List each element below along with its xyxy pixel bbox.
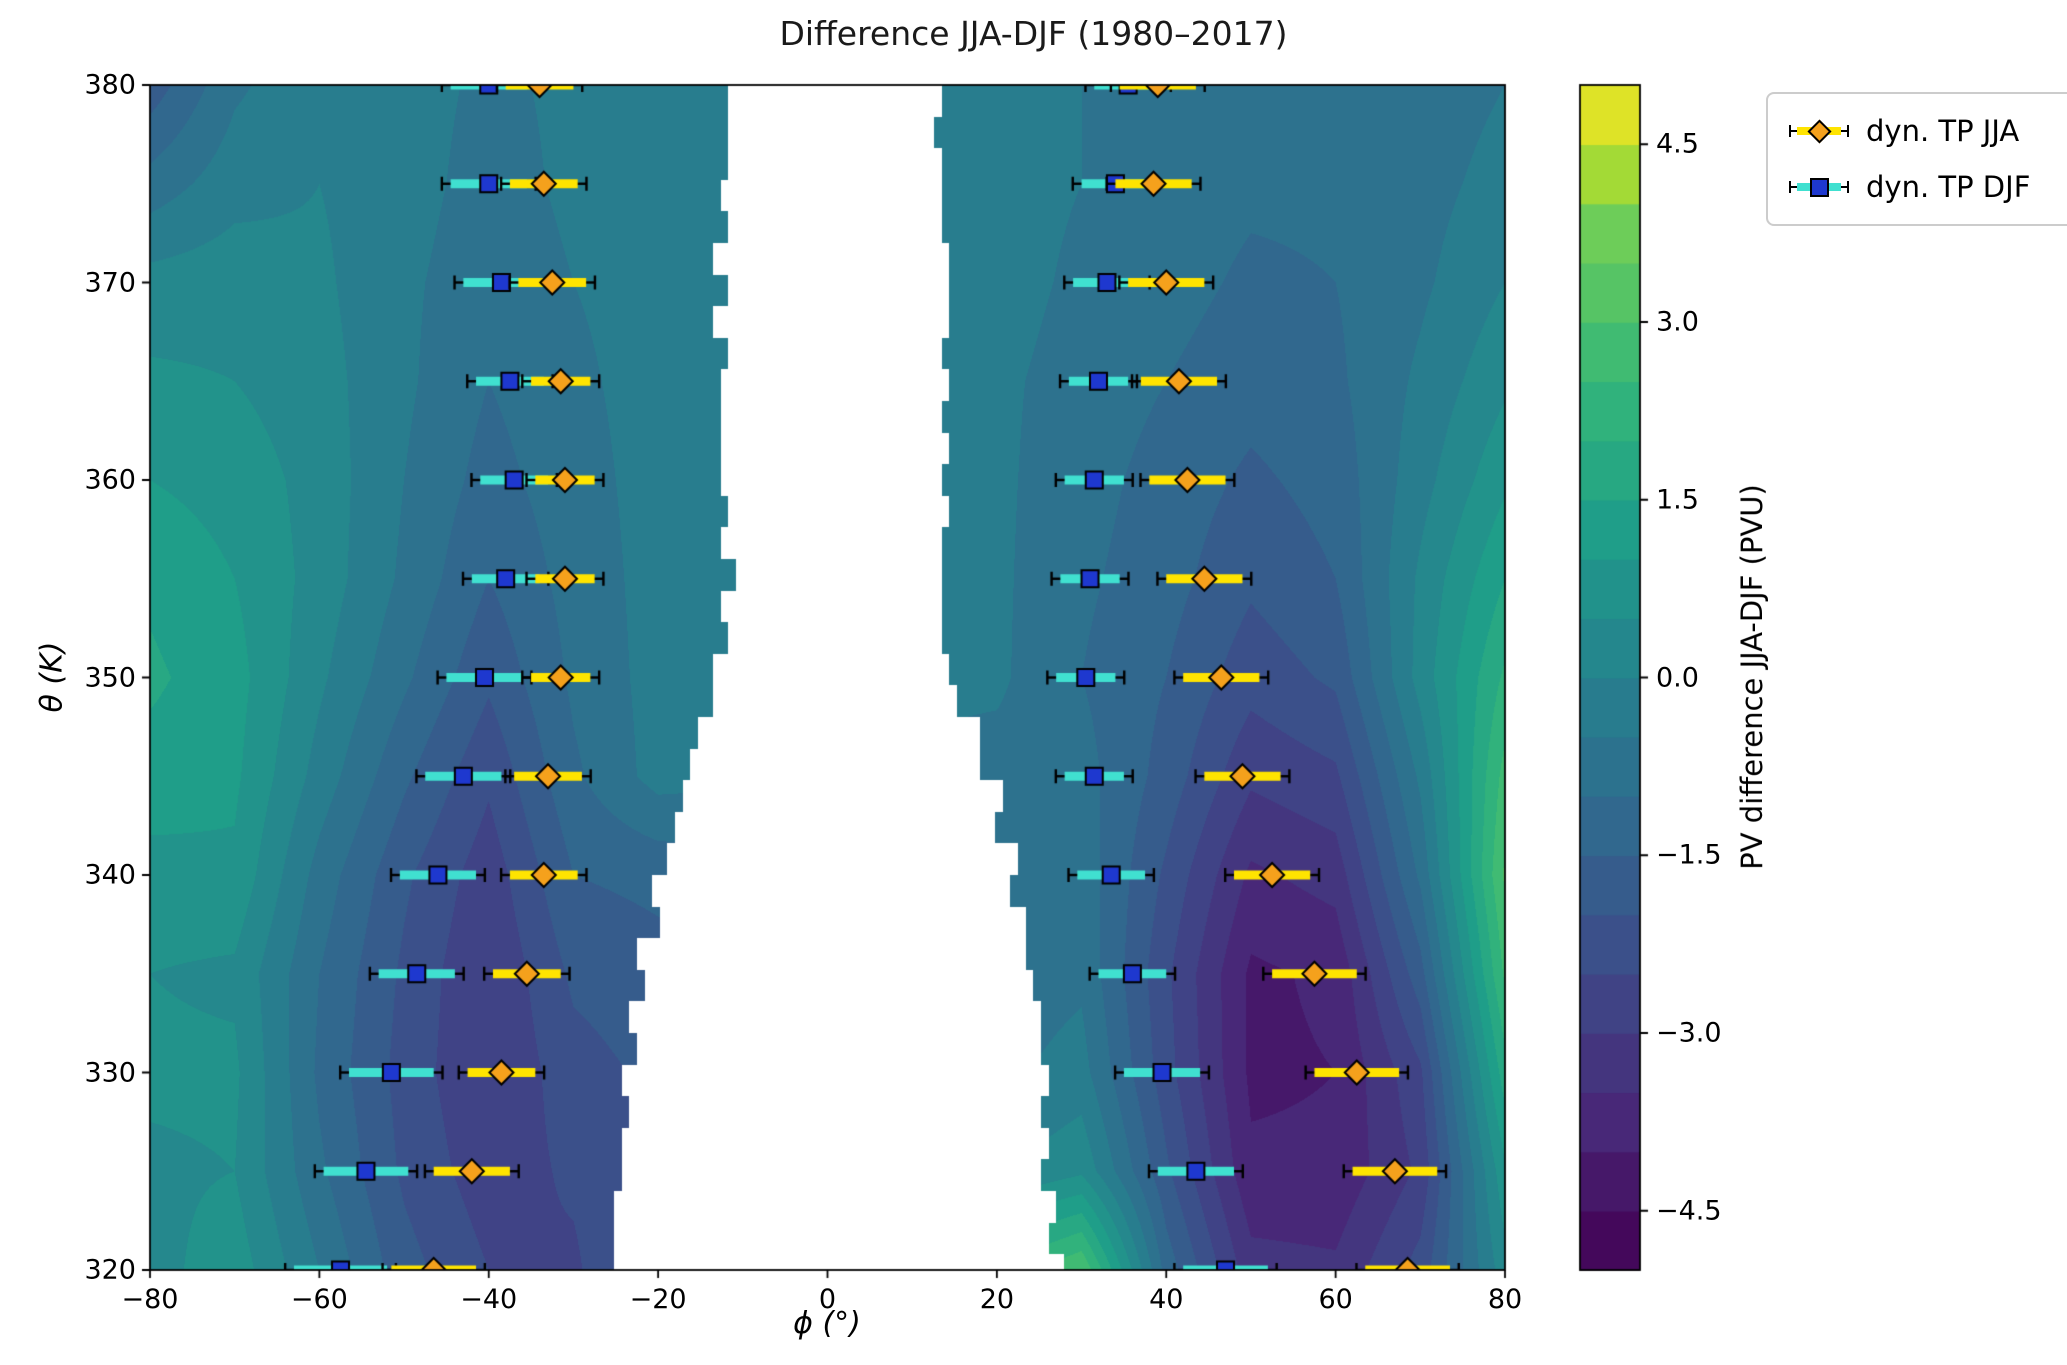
legend-errorbar-cap-left xyxy=(1789,125,1791,137)
y-tick-label: 330 xyxy=(84,1057,136,1088)
y-tick-label: 350 xyxy=(84,662,136,693)
errorbar-diamond-icon xyxy=(1784,111,1854,151)
colorbar-tick-label: −3.0 xyxy=(1656,1017,1722,1049)
y-tick-label: 370 xyxy=(84,267,136,298)
x-tick-label: −80 xyxy=(121,1284,179,1315)
legend-item-djf: dyn. TP DJF xyxy=(1784,162,2067,212)
x-tick-label: −40 xyxy=(460,1284,518,1315)
colorbar-tick-label: −4.5 xyxy=(1656,1195,1722,1227)
x-tick-label: 80 xyxy=(1487,1284,1523,1315)
colorbar-tick-label: 0.0 xyxy=(1656,662,1699,693)
y-tick-label: 340 xyxy=(84,859,136,891)
legend-errorbar-cap-right xyxy=(1847,125,1849,137)
chart-title: Difference JJA-DJF (1980–2017) xyxy=(779,14,1288,53)
colorbar-tick-label: 3.0 xyxy=(1656,306,1699,338)
legend-errorbar-cap-left xyxy=(1789,181,1791,193)
legend-label-djf: dyn. TP DJF xyxy=(1866,170,2031,204)
y-tick-label: 320 xyxy=(84,1254,136,1286)
x-tick-label: 60 xyxy=(1318,1284,1353,1315)
colorbar-tick-label: 4.5 xyxy=(1656,128,1699,160)
y-tick-label: 380 xyxy=(84,69,136,101)
colorbar-tick-label: 1.5 xyxy=(1656,484,1699,516)
x-axis-label: ϕ (°) xyxy=(793,1306,861,1341)
legend: dyn. TP JJA dyn. TP DJF xyxy=(1766,92,2067,226)
colorbar-tick-label: −1.5 xyxy=(1656,839,1722,871)
legend-errorbar-cap-right xyxy=(1847,181,1849,193)
x-tick-label: 40 xyxy=(1149,1284,1184,1315)
errorbar-square-icon xyxy=(1784,167,1854,207)
x-tick-label: 0 xyxy=(818,1284,837,1315)
y-axis-label: θ (K) xyxy=(34,641,70,713)
legend-marker-djf xyxy=(1809,177,1829,197)
x-tick-label: −20 xyxy=(629,1284,687,1315)
legend-marker-jja xyxy=(1806,118,1832,144)
legend-label-jja: dyn. TP JJA xyxy=(1866,114,2020,148)
colorbar-label: PV difference JJA-DJF (PVU) xyxy=(1735,484,1769,870)
x-tick-label: 20 xyxy=(979,1284,1015,1315)
y-tick-label: 360 xyxy=(84,464,136,496)
x-tick-label: −60 xyxy=(290,1284,348,1315)
legend-item-jja: dyn. TP JJA xyxy=(1784,106,2067,156)
